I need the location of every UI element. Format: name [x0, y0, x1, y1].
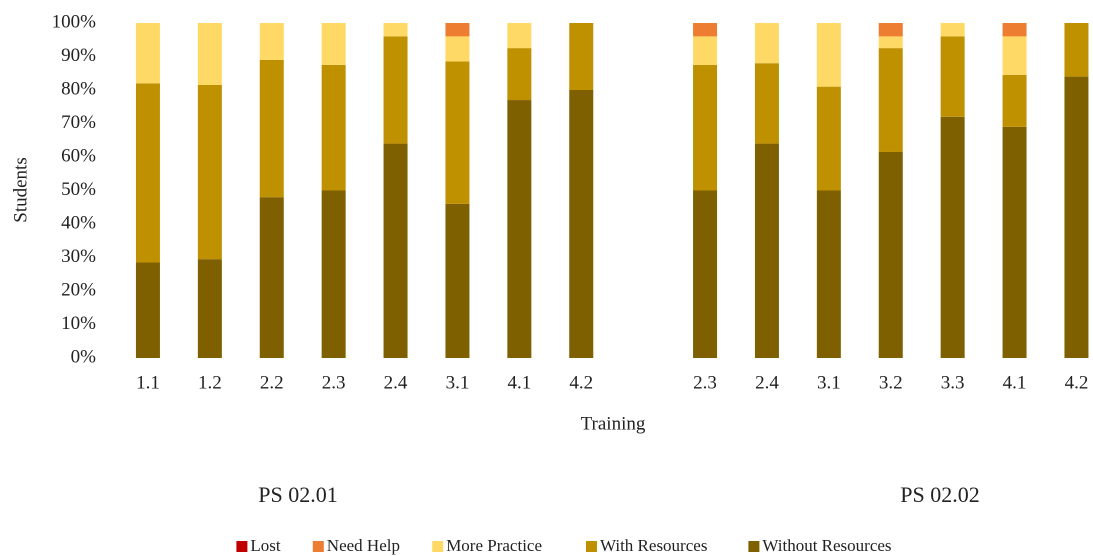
x-tick-label: 1.2 [198, 372, 222, 393]
bar-segment [940, 36, 965, 117]
x-tick-label: 4.2 [569, 372, 593, 393]
bar-segment [1064, 23, 1089, 77]
x-tick-label: 3.2 [879, 372, 903, 393]
bar-segment [1002, 36, 1027, 75]
bar-segment [693, 36, 718, 65]
bar-segment [878, 151, 903, 358]
bar-segment [507, 48, 532, 101]
x-tick-label: 3.3 [941, 372, 965, 393]
bar-segment [259, 23, 284, 60]
legend-label: With Resources [600, 536, 707, 555]
legend-swatch [432, 541, 444, 552]
x-tick-label: 4.1 [1003, 372, 1027, 393]
y-tick-label: 80% [61, 78, 96, 99]
y-tick-label: 70% [61, 112, 96, 133]
group-label: PS 02.01 [258, 482, 337, 507]
x-tick-label: 3.1 [817, 372, 841, 393]
bar-segment [878, 48, 903, 152]
y-tick-label: 60% [61, 145, 96, 166]
bar-segment [259, 59, 284, 198]
bar-segment [135, 23, 160, 84]
y-tick-label: 100% [52, 11, 97, 32]
bar-segment [693, 64, 718, 191]
y-tick-label: 30% [61, 246, 96, 267]
bar-segment [445, 36, 470, 62]
bar-segment [816, 190, 841, 358]
bar-segment [383, 23, 408, 37]
legend-swatch [748, 541, 760, 552]
y-tick-label: 90% [61, 45, 96, 66]
bar-segment [259, 197, 284, 358]
bar-segment [197, 84, 222, 260]
x-tick-label: 2.3 [693, 372, 717, 393]
bar-segment [569, 90, 594, 358]
x-tick-label: 1.1 [136, 372, 160, 393]
bar-segment [197, 259, 222, 358]
bar-segment [1064, 76, 1089, 358]
y-tick-label: 20% [61, 279, 96, 300]
bar-segment [1002, 23, 1027, 37]
bar-segment [197, 23, 222, 85]
x-tick-label: 2.4 [755, 372, 779, 393]
bar-segment [383, 143, 408, 358]
legend-swatch [586, 541, 597, 552]
legend-label: Without Resources [762, 536, 891, 555]
y-tick-label: 50% [61, 179, 96, 200]
x-tick-label: 4.1 [507, 372, 531, 393]
bar-segment [507, 23, 532, 49]
legend-label: Need Help [327, 536, 400, 555]
bar-segment [321, 190, 346, 358]
group-label: PS 02.02 [900, 482, 979, 507]
bar-segment [383, 36, 408, 144]
bar-segment [1002, 126, 1027, 358]
bar-segment [816, 23, 841, 87]
bar-segment [754, 143, 779, 358]
bar-segment [693, 190, 718, 358]
bar-segment [135, 83, 160, 263]
bar-segment [754, 63, 779, 144]
bar-segment [569, 23, 594, 90]
bar-segment [878, 36, 903, 49]
legend-swatch [312, 541, 324, 552]
y-axis-label: Students [10, 157, 31, 222]
x-axis-label: Training [581, 413, 646, 434]
x-tick-label: 3.1 [446, 372, 470, 393]
bar-segment [135, 262, 160, 358]
bar-segment [754, 23, 779, 64]
bar-segment [1002, 74, 1027, 127]
y-tick-label: 40% [61, 212, 96, 233]
legend-label: More Practice [446, 536, 542, 555]
bar-segment [816, 86, 841, 191]
y-tick-label: 0% [71, 346, 97, 367]
bar-segment [445, 61, 470, 204]
legend-label: Lost [250, 536, 281, 555]
bar-segment [940, 23, 965, 37]
bar-segment [940, 116, 965, 358]
bar-segment [445, 203, 470, 358]
bar-segment [321, 64, 346, 191]
bar-segment [507, 100, 532, 359]
y-tick-label: 10% [61, 313, 96, 334]
x-tick-label: 2.2 [260, 372, 284, 393]
bar-segment [693, 23, 718, 37]
bar-segment [445, 23, 470, 37]
bar-segment [878, 23, 903, 37]
legend-swatch [236, 541, 248, 552]
bar-segment [321, 23, 346, 65]
x-tick-label: 2.4 [384, 372, 408, 393]
x-tick-label: 2.3 [322, 372, 346, 393]
x-tick-label: 4.2 [1065, 372, 1089, 393]
